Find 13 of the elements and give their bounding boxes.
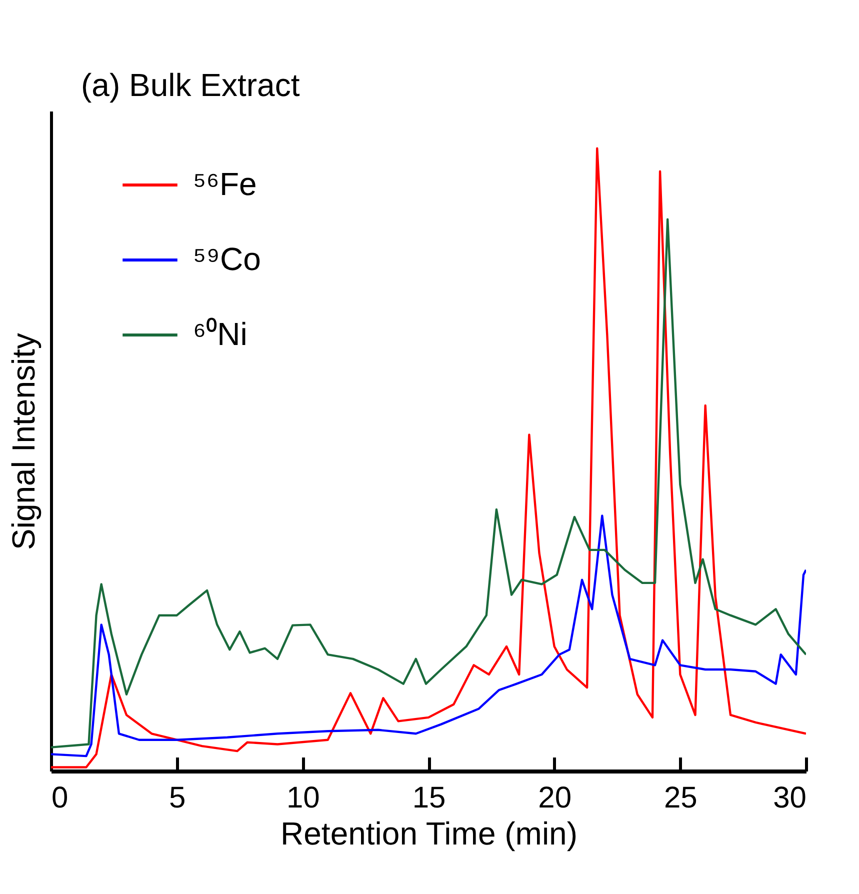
legend-label: ⁶⁰Ni (193, 316, 248, 352)
legend-label: ⁵⁹Co (193, 241, 261, 277)
legend-label: ⁵⁶Fe (193, 166, 257, 202)
x-tick-label: 0 (52, 782, 68, 814)
x-tick-label: 30 (773, 782, 806, 814)
x-tick-label: 20 (538, 782, 572, 814)
x-axis-title: Retention Time (min) (280, 816, 578, 852)
y-axis-title: Signal Intensity (6, 332, 42, 550)
chart-title: (a) Bulk Extract (81, 67, 300, 103)
x-tick-label: 10 (286, 782, 320, 814)
x-tick-label: 25 (664, 782, 698, 814)
x-tick-label: 5 (168, 782, 186, 814)
x-tick-label: 15 (412, 782, 446, 814)
